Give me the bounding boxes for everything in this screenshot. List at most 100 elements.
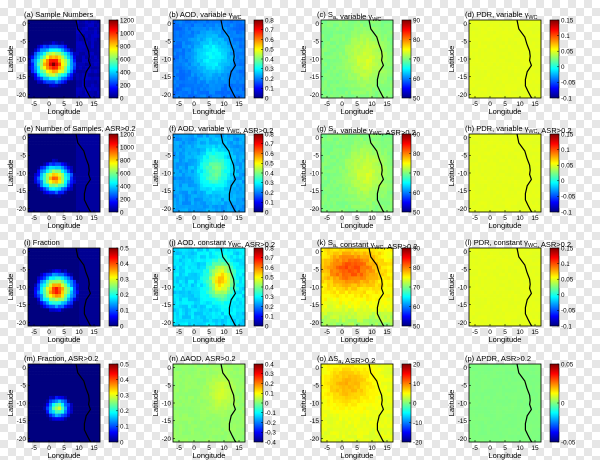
heatmap-cell xyxy=(330,144,334,149)
heatmap-cell xyxy=(224,141,228,145)
heatmap-cell xyxy=(215,180,219,184)
heatmap-cell xyxy=(176,87,180,92)
heatmap-cell xyxy=(321,148,325,153)
heatmap-cell xyxy=(336,137,340,142)
heatmap-cell xyxy=(348,94,352,99)
heatmap-cell xyxy=(484,55,488,60)
heatmap-cell xyxy=(324,165,328,170)
heatmap-cell xyxy=(472,148,476,153)
heatmap-cell xyxy=(520,155,524,160)
heatmap-cell xyxy=(526,80,530,85)
heatmap-cell xyxy=(469,73,473,78)
heatmap-cell xyxy=(478,176,482,181)
heatmap-cell xyxy=(73,59,77,63)
heatmap-cell xyxy=(179,94,183,99)
heatmap-cell xyxy=(215,37,219,42)
heatmap-cell xyxy=(517,204,521,209)
heatmap-cell xyxy=(31,183,35,188)
heatmap-cell xyxy=(475,80,479,85)
colorbar-tick-label: 0 xyxy=(265,95,269,102)
heatmap-cell xyxy=(520,158,524,163)
heatmap-cell xyxy=(76,76,80,81)
heatmap-cell xyxy=(224,180,228,184)
heatmap-cell xyxy=(215,69,219,74)
heatmap-cell xyxy=(387,73,391,78)
heatmap-cell xyxy=(523,30,527,35)
heatmap-cell xyxy=(493,144,497,149)
heatmap-cell xyxy=(475,94,479,99)
heatmap-cell xyxy=(333,37,337,42)
heatmap-cell xyxy=(324,204,328,209)
heatmap-cell xyxy=(502,48,506,53)
heatmap-cell xyxy=(475,48,479,53)
heatmap-cell xyxy=(179,162,183,167)
heatmap-cell xyxy=(372,59,376,63)
heatmap-cell xyxy=(472,37,476,42)
heatmap-cell xyxy=(82,62,86,67)
heatmap-cell xyxy=(508,201,512,206)
heatmap-cell xyxy=(49,262,53,267)
heatmap-cell xyxy=(490,55,494,60)
heatmap-cell xyxy=(345,208,349,213)
heatmap-cell xyxy=(82,301,86,306)
heatmap-cell xyxy=(88,269,92,274)
heatmap-cell xyxy=(37,272,41,277)
heatmap-cell xyxy=(384,158,388,163)
heatmap-cell xyxy=(70,272,74,277)
heatmap-cell xyxy=(526,23,530,28)
heatmap-cell xyxy=(34,187,38,192)
heatmap-cell xyxy=(242,144,246,149)
heatmap-cell xyxy=(31,269,35,274)
heatmap-cell xyxy=(82,297,86,302)
heatmap-cell xyxy=(342,144,346,149)
heatmap-cell xyxy=(342,187,346,192)
heatmap-cell xyxy=(64,66,68,70)
heatmap-cell xyxy=(188,187,192,192)
heatmap-cell xyxy=(372,141,376,145)
heatmap-cell xyxy=(28,80,32,85)
heatmap-cell xyxy=(390,20,394,24)
heatmap-cell xyxy=(375,151,379,156)
heatmap-cell xyxy=(76,173,80,177)
heatmap-cell xyxy=(55,201,59,206)
x-tick-label: 10 xyxy=(75,215,83,222)
heatmap-cell xyxy=(324,66,328,70)
heatmap-cell xyxy=(493,194,497,199)
heatmap-cell xyxy=(55,162,59,167)
heatmap-cell xyxy=(321,197,325,202)
heatmap-cell xyxy=(242,34,246,39)
heatmap-cell xyxy=(46,83,50,88)
heatmap-cell xyxy=(28,297,32,302)
heatmap-cell xyxy=(366,48,370,53)
heatmap-cell xyxy=(375,204,379,209)
heatmap-cell xyxy=(384,173,388,177)
heatmap-cell xyxy=(34,141,38,145)
heatmap-cell xyxy=(236,180,240,184)
heatmap-cell xyxy=(91,176,95,181)
x-tick-label: 15 xyxy=(235,215,243,222)
panel-title: (a) Sample Numbers xyxy=(24,10,93,19)
heatmap-cell xyxy=(43,187,47,192)
heatmap-cell xyxy=(206,169,210,174)
heatmap-cell xyxy=(354,76,358,81)
heatmap-cell xyxy=(88,59,92,63)
heatmap-cell xyxy=(520,87,524,92)
heatmap-cell xyxy=(31,294,35,298)
heatmap-cell xyxy=(363,137,367,142)
heatmap-cell xyxy=(360,20,364,24)
heatmap-cell xyxy=(179,66,183,70)
heatmap-cell xyxy=(321,187,325,192)
heatmap-cell xyxy=(55,262,59,267)
heatmap-cell xyxy=(76,59,80,63)
heatmap-cell xyxy=(239,69,243,74)
heatmap-cell xyxy=(384,162,388,167)
heatmap-cell xyxy=(481,165,485,170)
heatmap-cell xyxy=(206,27,210,31)
heatmap-cell xyxy=(88,27,92,31)
heatmap-cell xyxy=(88,187,92,192)
heatmap-cell xyxy=(381,66,385,70)
heatmap-cell xyxy=(372,66,376,70)
heatmap-cell xyxy=(357,151,361,156)
heatmap-cell xyxy=(336,169,340,174)
heatmap-cell xyxy=(200,144,204,149)
